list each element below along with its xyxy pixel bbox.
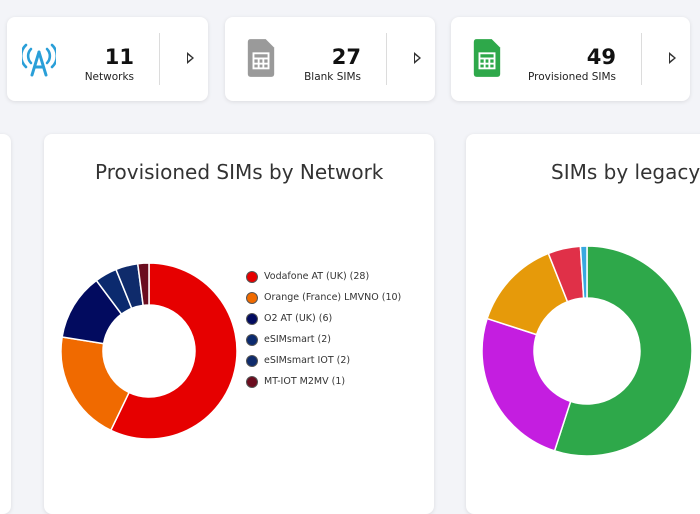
left-partial-panel bbox=[0, 134, 11, 514]
blank-sims-label: Blank SIMs bbox=[304, 71, 361, 83]
legend-item-5[interactable]: MT-IOT M2MV (1) bbox=[246, 371, 401, 392]
stat-divider bbox=[159, 33, 160, 85]
legacy-slice-4[interactable] bbox=[579, 245, 588, 299]
stat-card-provisioned-sims: 49 Provisioned SIMs bbox=[451, 17, 690, 101]
legend-item-0[interactable]: Vodafone AT (UK) (28) bbox=[246, 266, 401, 287]
legacy-slice-0[interactable] bbox=[553, 245, 693, 457]
legend-label: MT-IOT M2MV (1) bbox=[264, 376, 346, 387]
networks-count: 11 bbox=[104, 45, 134, 69]
legend-item-1[interactable]: Orange (France) LMVNO (10) bbox=[246, 287, 401, 308]
stat-card-blank-sims: 27 Blank SIMs bbox=[225, 17, 435, 101]
network-slice-5[interactable] bbox=[136, 262, 150, 307]
legend-swatch bbox=[246, 333, 258, 346]
legend-item-3[interactable]: eSIMsmart (2) bbox=[246, 329, 401, 350]
stat-divider bbox=[641, 33, 642, 85]
network-donut-chart bbox=[60, 245, 693, 457]
provisioned-sims-count: 49 bbox=[586, 45, 616, 69]
legend-label: eSIMsmart (2) bbox=[264, 334, 332, 345]
blank-sims-count: 27 bbox=[331, 45, 361, 69]
network-chart-legend: Vodafone AT (UK) (28) Orange (France) LMV… bbox=[246, 266, 401, 392]
legend-swatch bbox=[246, 354, 258, 367]
stat-divider bbox=[386, 33, 387, 85]
legend-swatch bbox=[246, 375, 258, 388]
network-slice-0[interactable] bbox=[109, 262, 238, 440]
legend-item-2[interactable]: O2 AT (UK) (6) bbox=[246, 308, 401, 329]
legacy-chart-title: SIMs by legacy bbox=[551, 160, 700, 184]
legend-swatch bbox=[246, 270, 258, 283]
legacy-slice-1[interactable] bbox=[481, 317, 572, 452]
stat-card-networks: 11 Networks bbox=[7, 17, 208, 101]
play-arrow-icon[interactable] bbox=[187, 52, 194, 64]
network-chart-title: Provisioned SIMs by Network bbox=[95, 160, 384, 184]
networks-label: Networks bbox=[84, 71, 134, 83]
play-arrow-icon[interactable] bbox=[414, 52, 421, 64]
legend-swatch bbox=[246, 312, 258, 325]
legend-item-4[interactable]: eSIMsmart IOT (2) bbox=[246, 350, 401, 371]
play-arrow-icon[interactable] bbox=[669, 52, 676, 64]
legend-label: O2 AT (UK) (6) bbox=[264, 313, 333, 324]
antenna-icon bbox=[22, 43, 56, 77]
legend-label: Orange (France) LMVNO (10) bbox=[264, 292, 402, 303]
provisioned-sims-label: Provisioned SIMs bbox=[527, 71, 616, 83]
legend-label: eSIMsmart IOT (2) bbox=[264, 355, 351, 366]
legend-label: Vodafone AT (UK) (28) bbox=[264, 271, 370, 282]
sim-card-icon bbox=[247, 39, 275, 77]
legend-swatch bbox=[246, 291, 258, 304]
sim-card-icon bbox=[473, 39, 501, 77]
